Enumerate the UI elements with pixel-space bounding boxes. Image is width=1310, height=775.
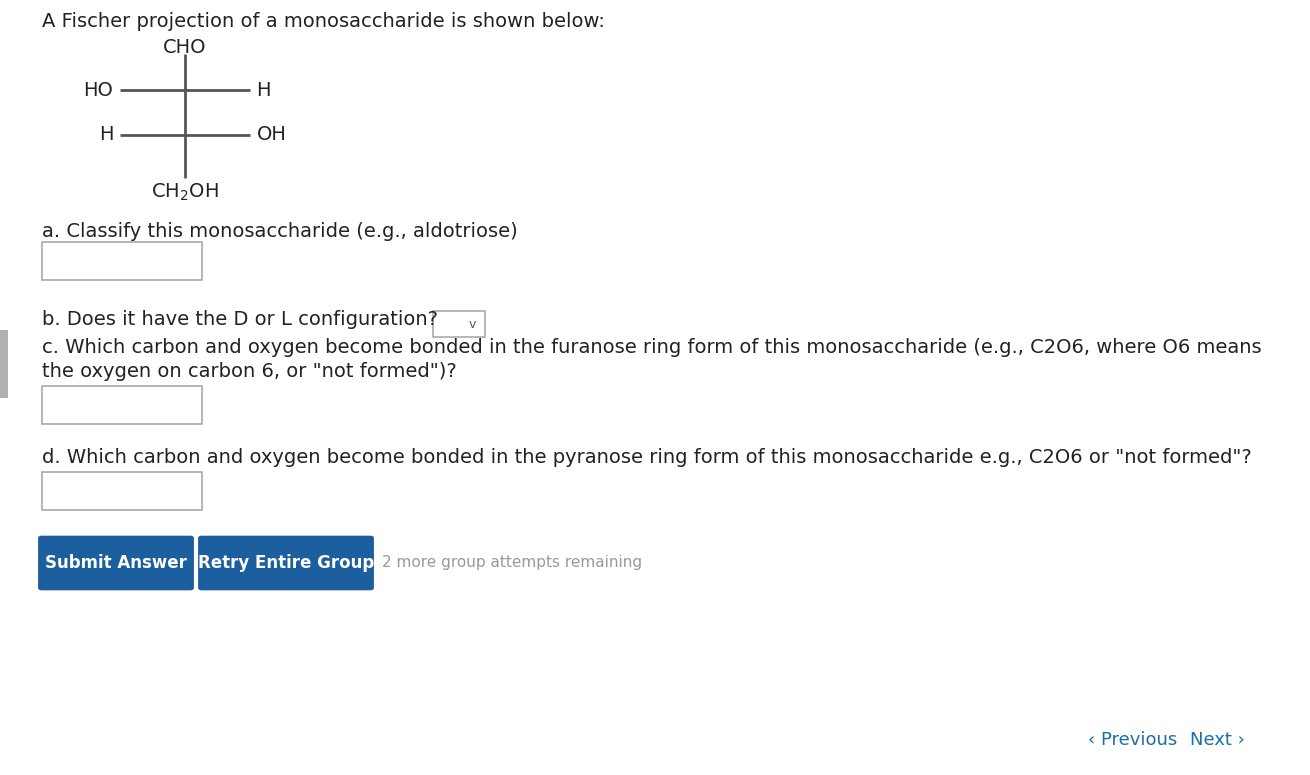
Text: HO: HO	[84, 81, 114, 99]
Text: H: H	[100, 126, 114, 144]
Text: OH: OH	[257, 126, 287, 144]
Text: Next ›: Next ›	[1189, 731, 1244, 749]
FancyBboxPatch shape	[42, 472, 202, 510]
Text: c. Which carbon and oxygen become bonded in the furanose ring form of this monos: c. Which carbon and oxygen become bonded…	[42, 338, 1262, 357]
Text: CH$_2$OH: CH$_2$OH	[151, 182, 219, 203]
Text: b. Does it have the D or L configuration?: b. Does it have the D or L configuration…	[42, 310, 438, 329]
Text: 2 more group attempts remaining: 2 more group attempts remaining	[383, 556, 642, 570]
Text: the oxygen on carbon 6, or "not formed")?: the oxygen on carbon 6, or "not formed")…	[42, 362, 457, 381]
Text: A Fischer projection of a monosaccharide is shown below:: A Fischer projection of a monosaccharide…	[42, 12, 605, 31]
FancyBboxPatch shape	[42, 386, 202, 424]
FancyBboxPatch shape	[0, 330, 8, 398]
Text: d. Which carbon and oxygen become bonded in the pyranose ring form of this monos: d. Which carbon and oxygen become bonded…	[42, 448, 1252, 467]
Text: CHO: CHO	[164, 38, 207, 57]
FancyBboxPatch shape	[42, 242, 202, 280]
FancyBboxPatch shape	[434, 311, 485, 337]
Text: ‹ Previous: ‹ Previous	[1089, 731, 1178, 749]
Text: a. Classify this monosaccharide (e.g., aldotriose): a. Classify this monosaccharide (e.g., a…	[42, 222, 517, 241]
Text: Submit Answer: Submit Answer	[45, 554, 187, 572]
FancyBboxPatch shape	[38, 536, 194, 591]
Text: v: v	[468, 318, 476, 330]
Text: Retry Entire Group: Retry Entire Group	[198, 554, 375, 572]
Text: H: H	[257, 81, 271, 99]
FancyBboxPatch shape	[198, 536, 373, 591]
